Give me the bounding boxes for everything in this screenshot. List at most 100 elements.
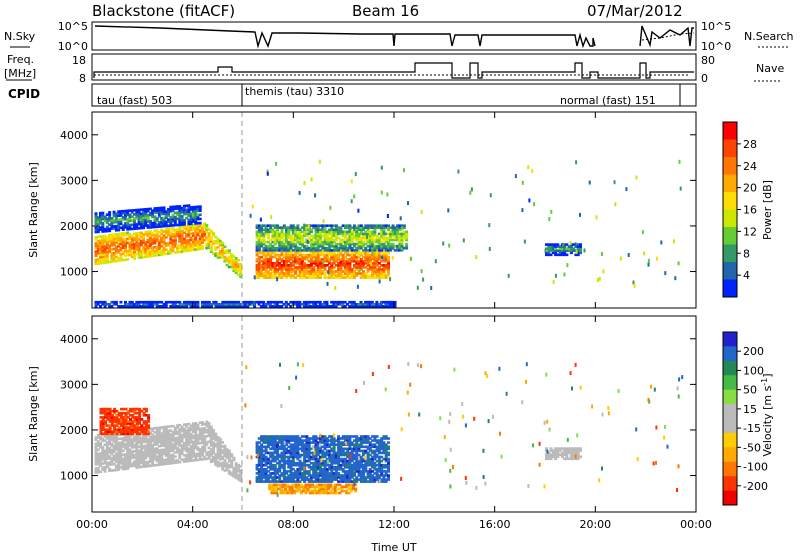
data-cell [108, 407, 112, 411]
data-cell [142, 239, 146, 242]
data-cell [373, 270, 377, 273]
data-cell [309, 268, 313, 271]
data-cell [232, 303, 236, 306]
data-cell [255, 257, 259, 261]
data-cell [187, 429, 191, 432]
data-cell [189, 214, 193, 217]
data-cell [139, 220, 143, 224]
data-cell [214, 300, 218, 304]
data-cell [194, 428, 198, 431]
scatter-cell [303, 181, 306, 185]
data-cell [255, 447, 259, 451]
data-cell [133, 464, 136, 467]
data-cell [99, 422, 103, 425]
data-cell [196, 213, 200, 217]
data-cell [94, 246, 98, 249]
data-cell [323, 303, 327, 306]
data-cell [196, 225, 200, 228]
data-cell [382, 224, 386, 227]
data-cell [167, 233, 170, 237]
data-cell [350, 272, 354, 275]
data-cell [203, 441, 207, 444]
data-cell [185, 443, 189, 447]
data-cell [151, 451, 155, 455]
data-cell [218, 439, 222, 443]
data-cell [373, 234, 377, 238]
data-cell [255, 242, 259, 246]
data-cell [104, 414, 108, 417]
data-cell [139, 239, 143, 243]
data-cell [289, 449, 293, 453]
data-cell [142, 461, 146, 464]
data-cell [309, 255, 313, 259]
data-cell [104, 424, 108, 427]
data-cell [287, 257, 291, 261]
data-cell [207, 424, 211, 427]
data-cell [194, 422, 198, 425]
data-cell [212, 240, 215, 243]
data-cell [126, 428, 130, 431]
data-cell [135, 240, 139, 243]
data-cell [99, 245, 102, 249]
data-cell [303, 246, 307, 250]
data-cell [350, 472, 354, 475]
data-cell [569, 249, 573, 252]
data-cell [576, 253, 580, 257]
data-cell [285, 441, 288, 444]
data-cell [121, 449, 125, 452]
data-cell [339, 253, 343, 257]
data-cell [178, 428, 182, 431]
data-cell [359, 253, 363, 257]
data-cell [384, 305, 388, 308]
data-cell [287, 461, 291, 465]
data-cell [269, 451, 273, 455]
data-cell [117, 214, 121, 217]
data-cell [227, 255, 231, 259]
data-cell [289, 435, 293, 438]
data-cell [147, 430, 151, 433]
data-cell [257, 303, 261, 306]
data-cell [291, 451, 295, 455]
data-cell [207, 440, 211, 444]
data-cell [160, 225, 164, 228]
data-cell [359, 226, 363, 229]
data-cell [221, 303, 225, 306]
data-cell [169, 241, 173, 245]
data-cell [128, 227, 132, 231]
data-cell [278, 272, 282, 275]
data-cell [330, 249, 334, 252]
data-cell [185, 239, 189, 242]
data-cell [207, 428, 211, 431]
data-cell [133, 303, 136, 306]
data-cell [343, 236, 347, 240]
data-cell [153, 223, 157, 227]
data-cell [294, 228, 298, 232]
data-cell [173, 440, 177, 444]
data-cell [294, 268, 298, 271]
data-cell [108, 217, 112, 220]
data-cell [119, 238, 123, 242]
data-cell [262, 251, 266, 255]
data-cell [323, 274, 327, 277]
data-cell [273, 240, 277, 244]
data-cell [151, 464, 155, 467]
data-cell [201, 433, 204, 436]
data-cell [289, 226, 293, 229]
data-cell [201, 230, 204, 234]
data-cell [291, 461, 295, 465]
data-cell [180, 237, 184, 241]
data-cell [234, 269, 238, 272]
data-cell [155, 245, 159, 249]
data-cell [119, 428, 123, 431]
data-cell [262, 459, 266, 463]
data-cell [234, 261, 238, 264]
data-cell [155, 463, 159, 467]
data-cell [269, 242, 273, 246]
data-cell [228, 300, 232, 304]
data-cell [142, 218, 146, 221]
data-cell [148, 437, 152, 441]
data-cell [137, 439, 141, 442]
data-cell [180, 217, 184, 220]
data-cell [405, 242, 409, 246]
data-cell [137, 254, 141, 257]
